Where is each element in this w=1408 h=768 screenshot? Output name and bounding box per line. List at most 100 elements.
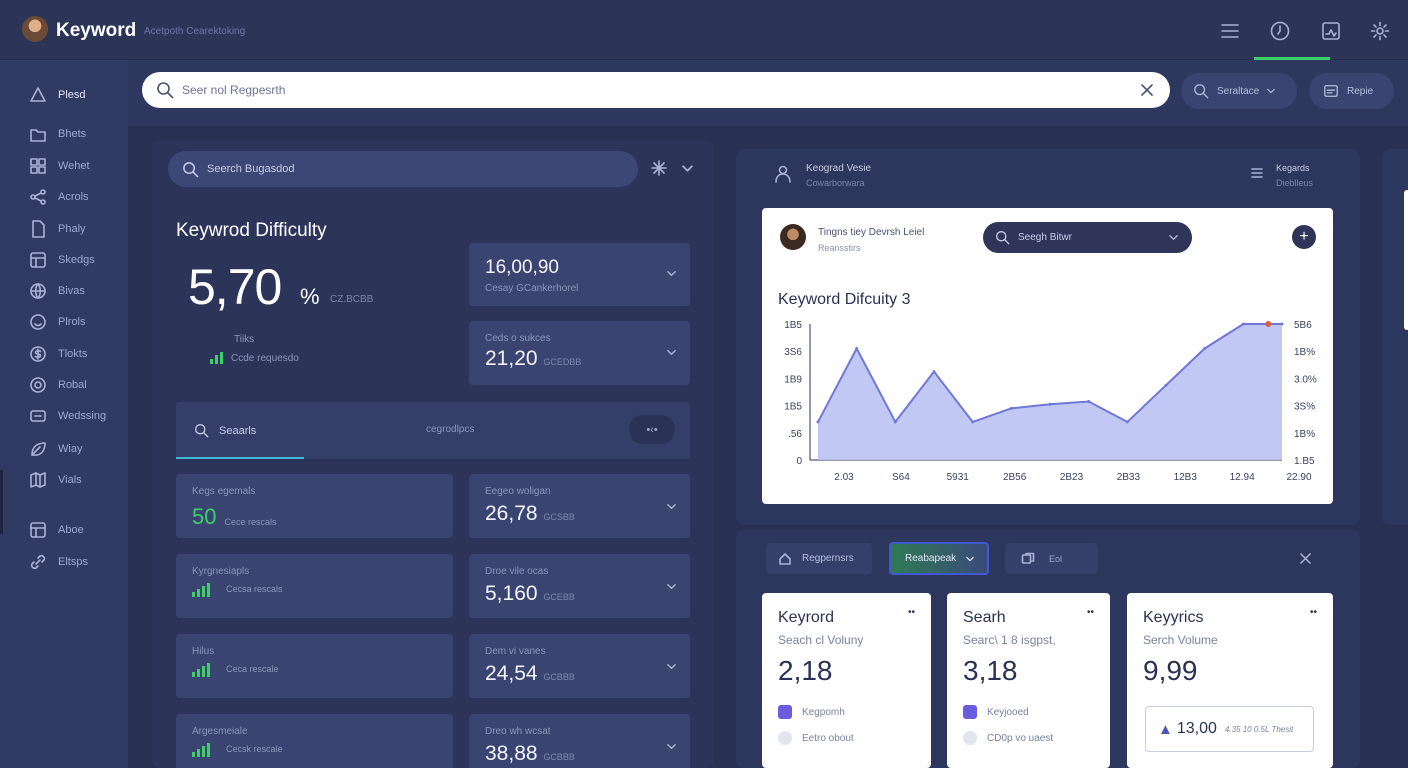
close-icon[interactable] (1140, 83, 1154, 97)
sidebar-item-bivas[interactable]: Bivas (28, 280, 85, 302)
left-search-field[interactable]: Seerch Bugasdod (168, 151, 638, 187)
chevron-down-icon[interactable] (667, 348, 676, 357)
metric-card-title: Keyyrics (1143, 609, 1204, 626)
sidebar-item-wiay[interactable]: Wiay (28, 438, 82, 460)
sidebar-item-label: Skedgs (58, 254, 95, 266)
row-card-label: Eegeo woligan (485, 486, 551, 497)
y2-tick-label: 1B% (1294, 347, 1315, 358)
x-tick-label: 5931 (947, 472, 970, 483)
close-icon[interactable] (1299, 552, 1312, 565)
cloud-icon (963, 731, 977, 745)
row-card-value-line: 26,78 GCSBB (485, 502, 575, 526)
chevron-down-icon[interactable] (667, 742, 676, 751)
x-tick-label: 2B23 (1060, 472, 1084, 483)
stat-card-2-label: Ceds o sukces (485, 333, 551, 344)
sidebar-item-robal[interactable]: Robal (28, 374, 87, 396)
sidebar-item-phaly[interactable]: Phaly (28, 218, 86, 240)
x-tick-label: 2B33 (1117, 472, 1141, 483)
more-dots-icon[interactable]: •• (1309, 607, 1317, 618)
row-card-right[interactable]: Dem vi vanes 24,54 GCBBB (469, 634, 690, 698)
row-card-left[interactable]: Kegs egemals 50 Cece rescals (176, 474, 453, 538)
sidebar-item-plrols[interactable]: Plrols (28, 311, 86, 333)
metric-box-value: 13,00 (1176, 720, 1217, 737)
main-search-field[interactable]: Seer nol Regpesrth (142, 72, 1170, 108)
chevron-down-icon[interactable] (667, 502, 676, 511)
toolbar-button-1[interactable]: Regpernsrs (766, 543, 872, 574)
sidebar-item-vials[interactable]: Vials (28, 469, 82, 491)
y-tick-label: .56 (788, 429, 802, 440)
globe-icon (28, 281, 48, 301)
data-point (1203, 346, 1207, 350)
metric-card-value: 2,18 (778, 655, 833, 686)
tab-options-button[interactable]: •‹• (629, 415, 675, 444)
row-card-right[interactable]: Droe vile ocas 5,160 GCEBB (469, 554, 690, 618)
tab-other[interactable]: cegrodlpcs (426, 424, 475, 435)
sidebar-item-wedssing[interactable]: Wedssing (28, 405, 106, 427)
signal-bars-icon (192, 583, 210, 597)
chevron-down-icon[interactable] (667, 582, 676, 591)
menu-icon[interactable] (1250, 166, 1264, 180)
metric-card-keyword[interactable]: Keyrord •• Seach cl Voluny 2,18 Kegpomh … (762, 593, 931, 768)
sidebar-item-tlokts[interactable]: Tlokts (28, 343, 87, 365)
user-line-2: Reansstirs (818, 243, 861, 253)
search-icon (156, 81, 174, 99)
chevron-down-icon[interactable] (667, 269, 676, 278)
row-card-label: Dreo wh wcsat (485, 726, 551, 737)
sidebar-item-plesd[interactable]: Plesd (28, 84, 86, 106)
tab-search[interactable]: Seaarls (176, 402, 304, 459)
sidebar-item-eltsps[interactable]: Eltsps (28, 551, 88, 573)
chevron-down-icon[interactable] (667, 662, 676, 671)
chart-icon[interactable] (1321, 21, 1341, 41)
sidebar-item-acrols[interactable]: Acrols (28, 186, 89, 208)
leaf-icon (28, 439, 48, 459)
chevron-down-icon[interactable] (682, 163, 693, 174)
avatar[interactable] (22, 16, 48, 42)
user-avatar[interactable] (780, 224, 806, 250)
difficulty-note: CZ.BCBB (330, 294, 374, 305)
stat-card-1-value: 16,00,90 (485, 257, 559, 278)
toolbar-button-2[interactable]: Reabapeak (889, 542, 989, 575)
folder-icon (28, 124, 48, 144)
add-button[interactable]: + (1292, 225, 1316, 249)
clock-icon[interactable] (1270, 21, 1290, 41)
sidebar-item-aboe[interactable]: Aboe (28, 519, 84, 541)
sidebar-item-wehet[interactable]: Wehet (28, 155, 90, 177)
y2-tick-label: 1.B5 (1294, 456, 1315, 467)
toolbar-button-3[interactable]: Eol (1005, 543, 1098, 574)
row-card-line: Cecsk rescale (192, 743, 283, 757)
row-card-left[interactable]: Kyrgnesiapls Cecsa rescals (176, 554, 453, 618)
row-card-right[interactable]: Eegeo woligan 26,78 GCSBB (469, 474, 690, 538)
more-dots-icon[interactable]: •• (907, 607, 915, 618)
metric-card-subtitle: Seach cl Voluny (778, 633, 864, 647)
chart-search-field[interactable]: Seegh Bitwr (983, 222, 1192, 253)
stat-card-1[interactable]: 16,00,90 Cesay GCankerhorel (469, 243, 690, 306)
sidebar-item-label: Tlokts (58, 348, 88, 360)
sidebar-item-bhets[interactable]: Bhets (28, 123, 86, 145)
chart-panel-title: Keograd Vesie (806, 163, 872, 174)
row-card-right[interactable]: Dreo wh wcsat 38,88 GCBBB (469, 714, 690, 768)
data-point (1164, 383, 1168, 387)
report-icon (1323, 83, 1339, 99)
sidebar-left-marker (0, 470, 3, 534)
sidebar-item-label: Robal (58, 379, 87, 391)
data-point (971, 420, 975, 424)
row-card-left[interactable]: Hilus Ceca rescale (176, 634, 453, 698)
more-dots-icon[interactable]: •• (1086, 607, 1094, 618)
stat-card-2[interactable]: Ceds o sukces 21,20 GCEDBB (469, 321, 690, 385)
header-report-button[interactable]: Repie (1309, 73, 1394, 109)
metric-card-search[interactable]: Searh •• Searc\ 1 8 isgpst, 3,18 Keyjooe… (947, 593, 1110, 768)
sparkle-icon[interactable] (651, 160, 667, 176)
chart-svg: 1B5 3S6 1B9 1B5 .56 0 5B6 1B% 3.0% 3S% 1B% 1.B5 2.03… (784, 320, 1317, 483)
row-card-value: 50 (192, 504, 217, 529)
row-card-left[interactable]: Argesmeiale Cecsk rescale (176, 714, 453, 768)
row-card-sub: Cece rescals (224, 517, 277, 527)
list-icon[interactable] (1220, 22, 1240, 40)
metric-card-keyyrics[interactable]: Keyyrics •• Serch Volume 9,99 ▲ 13,00 4.… (1127, 593, 1333, 768)
x-tick-label: 12B3 (1174, 472, 1198, 483)
row-card-value-line: 5,160 GCEBB (485, 582, 575, 606)
settings-icon[interactable] (1370, 21, 1390, 41)
sidebar-item-skedgs[interactable]: Skedgs (28, 249, 95, 271)
row-card-value: 5,160 (485, 582, 538, 605)
metric-card-row-label: Keyjooed (987, 706, 1029, 718)
header-search-button[interactable]: Seraltace (1181, 73, 1297, 109)
